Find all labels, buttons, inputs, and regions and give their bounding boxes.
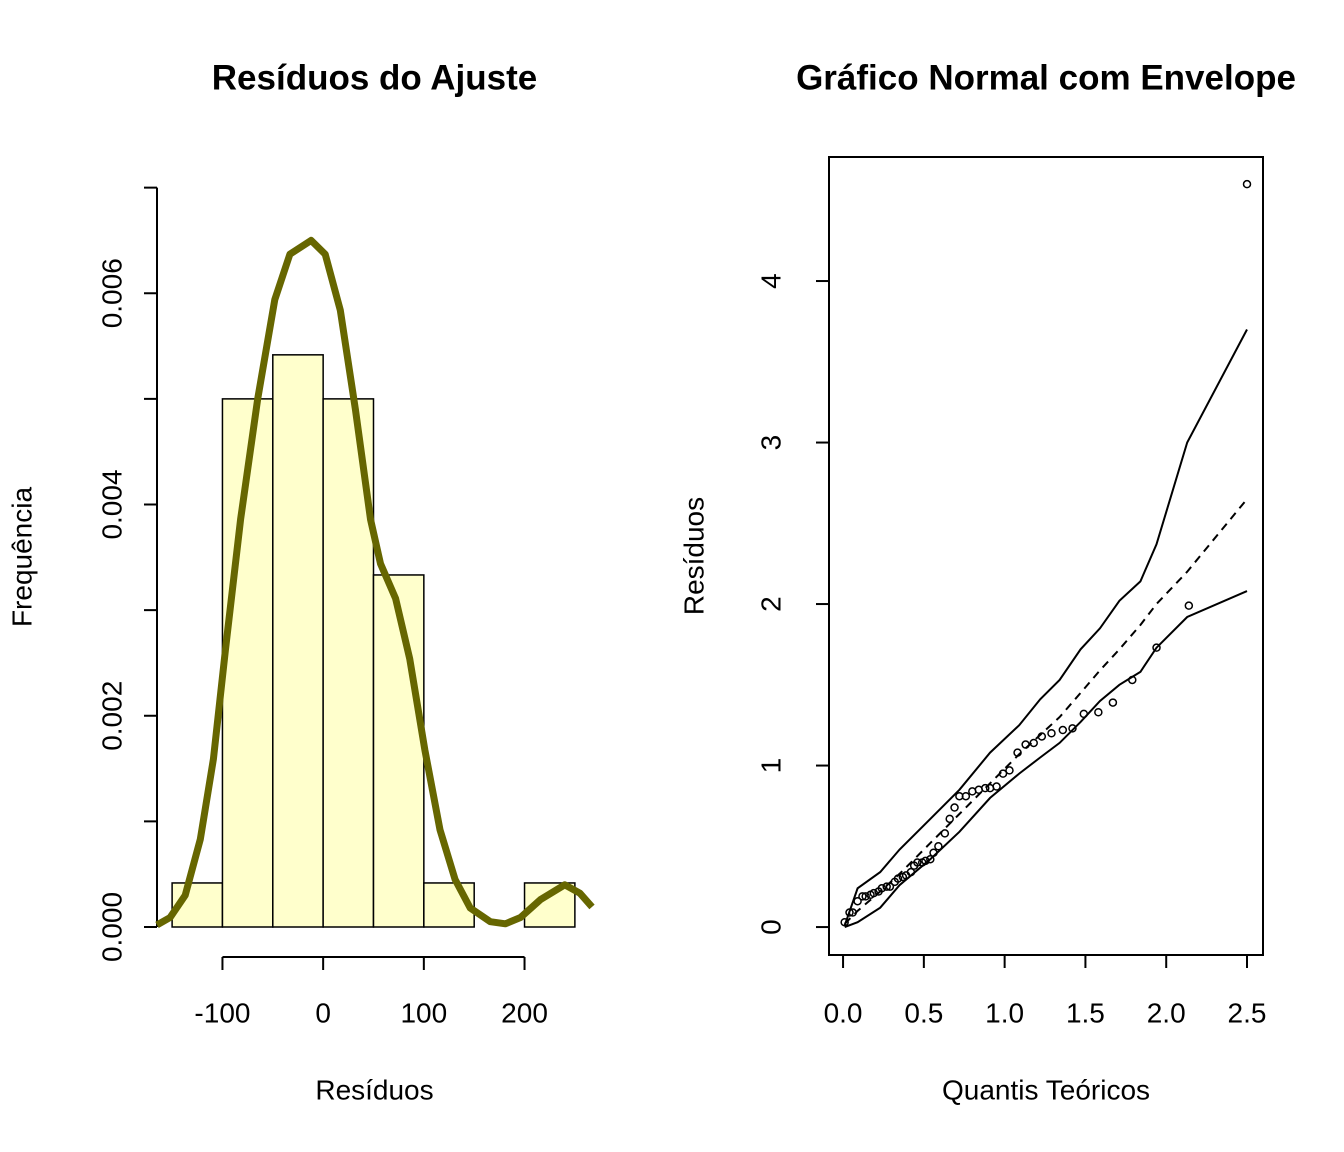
x-axis-label: Quantis Teóricos (942, 1074, 1150, 1105)
point (877, 884, 887, 893)
point (906, 867, 916, 877)
x-tick-label: 0 (315, 997, 331, 1028)
point (1079, 709, 1089, 719)
point (913, 858, 922, 867)
point (934, 842, 943, 851)
y-tick-label: 4 (755, 273, 786, 289)
y-tick-label: 0 (755, 919, 786, 935)
x-tick-label: 200 (501, 997, 548, 1028)
point (998, 769, 1008, 778)
y-tick-label: 0.004 (96, 469, 127, 539)
density-curve (155, 236, 595, 928)
point (1021, 740, 1030, 749)
chart-title: Resíduos do Ajuste (212, 58, 537, 97)
point (1068, 724, 1077, 733)
y-axis-label: Resíduos (678, 497, 709, 615)
point (848, 908, 858, 917)
point (1005, 766, 1014, 775)
x-tick-label: 1.0 (985, 997, 1024, 1028)
envelope-median (843, 498, 1248, 925)
y-tick-label: 0.000 (96, 892, 127, 962)
y-tick-label: 2 (755, 596, 786, 612)
point (1013, 748, 1022, 757)
point (858, 892, 867, 901)
x-tick-label: 100 (400, 997, 447, 1028)
point (845, 908, 854, 917)
envelope-lower (844, 590, 1248, 929)
x-tick-label: 1.5 (1066, 997, 1105, 1028)
point (950, 803, 959, 812)
y-tick-label: 1 (755, 758, 786, 774)
point (945, 814, 954, 824)
y-axis-label: Frequência (6, 487, 37, 628)
x-tick-label: 2.5 (1228, 997, 1267, 1028)
point (992, 782, 1001, 791)
point (1184, 601, 1194, 610)
point (1029, 738, 1038, 748)
x-tick-label: -100 (194, 997, 250, 1028)
point (1037, 732, 1047, 741)
point (869, 888, 879, 898)
x-tick-label: 0.0 (824, 997, 863, 1028)
point (840, 917, 849, 927)
point (1047, 729, 1056, 738)
point (853, 896, 862, 906)
x-tick-label: 2.0 (1147, 997, 1186, 1028)
x-axis-label: Resíduos (315, 1074, 433, 1105)
point (1128, 675, 1137, 685)
point (926, 854, 935, 864)
point (1152, 643, 1161, 652)
point (1108, 698, 1118, 707)
point (885, 882, 895, 891)
plot-frame (828, 156, 1264, 956)
point (882, 882, 891, 891)
bar (372, 574, 425, 928)
point (893, 874, 903, 883)
point (921, 856, 930, 866)
envelope-upper (843, 329, 1248, 926)
point (861, 892, 870, 901)
y-tick-label: 0.006 (96, 258, 127, 328)
point (929, 848, 938, 858)
point (980, 783, 990, 793)
chart-title: Gráfico Normal com Envelope (796, 58, 1296, 97)
point (1094, 708, 1103, 717)
y-tick-label: 0.002 (96, 681, 127, 751)
point (961, 791, 971, 801)
point (1242, 179, 1252, 189)
y-tick-label: 3 (755, 435, 786, 451)
bar (272, 354, 324, 928)
point (940, 829, 950, 838)
x-tick-label: 0.5 (904, 997, 943, 1028)
point (1058, 725, 1068, 735)
